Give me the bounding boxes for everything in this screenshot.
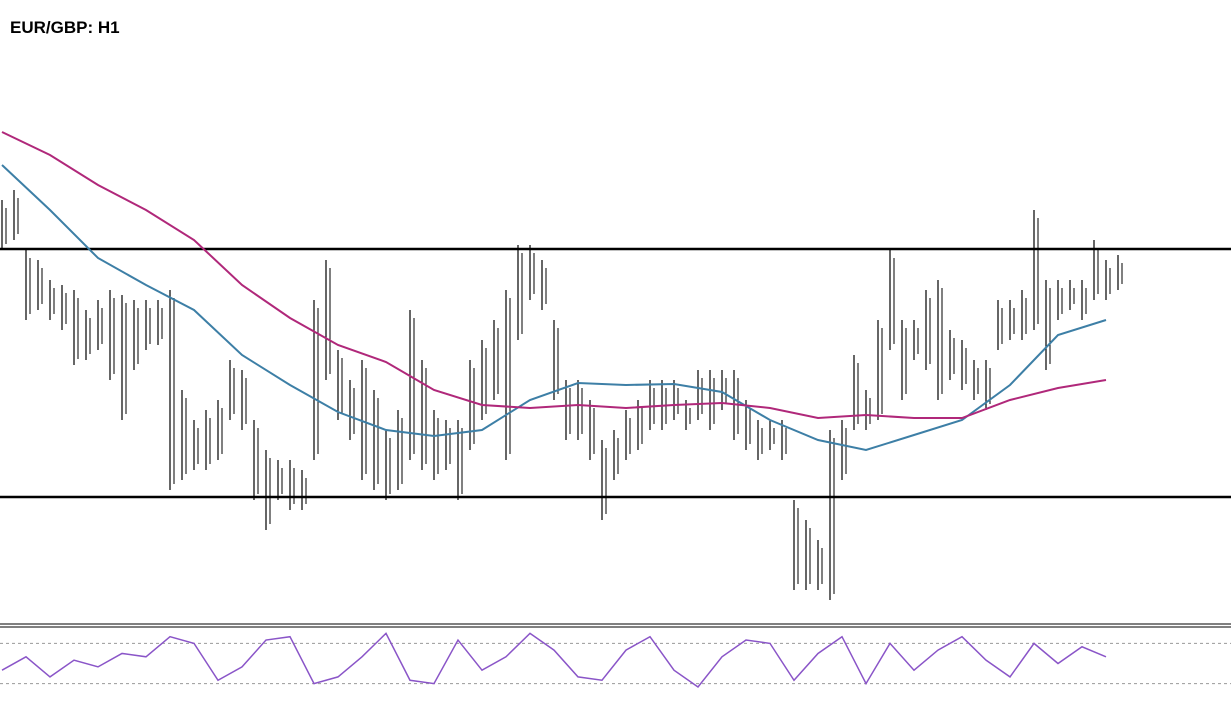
oscillator-line (1, 632, 1107, 688)
moving-average (1, 164, 1107, 452)
chart-title: EUR/GBP: H1 (10, 18, 120, 37)
moving-average (1, 131, 1107, 420)
